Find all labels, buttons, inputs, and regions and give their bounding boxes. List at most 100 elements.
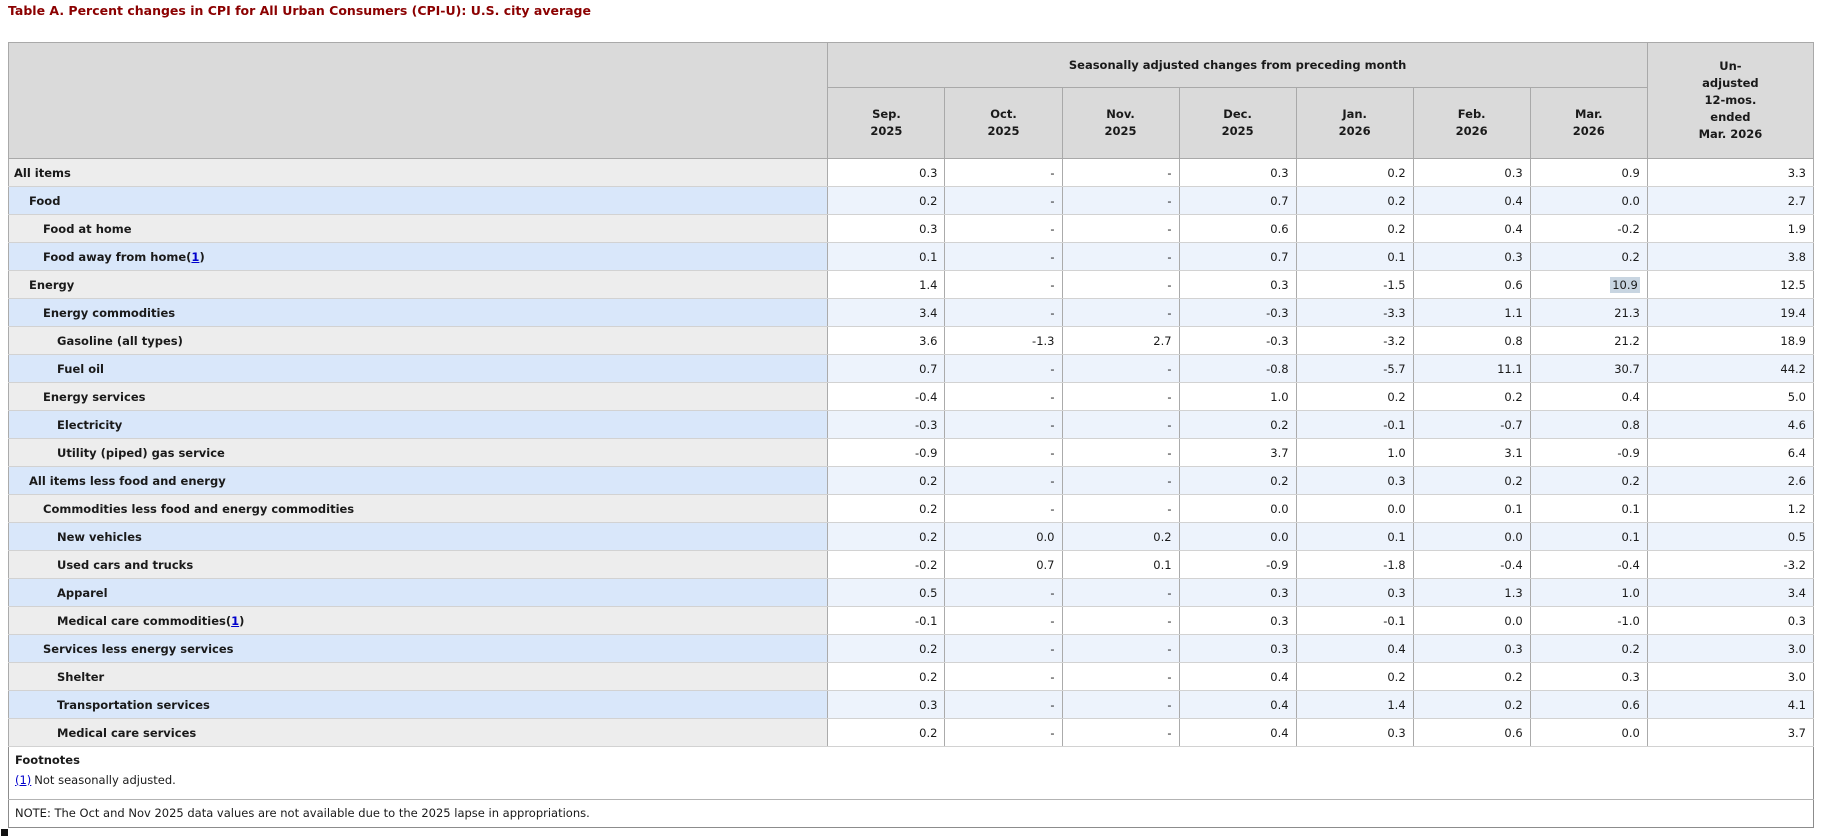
- value-cell: -0.8: [1178, 354, 1297, 383]
- value-text: 0.2: [1504, 389, 1523, 404]
- table-row: Energy 1.4 - - 0.3 -1.5 0.6 10.9 12.5: [7, 270, 1815, 299]
- value-cell: -: [1061, 438, 1180, 467]
- value-cell: 2.6: [1646, 466, 1815, 495]
- value-cell: 0.1: [1295, 522, 1414, 551]
- value-text: 0.3: [1270, 165, 1289, 180]
- value-cell: -: [944, 662, 1063, 691]
- value-text: 2.6: [1787, 473, 1806, 488]
- value-text: -1.5: [1383, 277, 1406, 292]
- value-cell: 3.8: [1646, 242, 1815, 271]
- value-text: -: [1167, 501, 1172, 516]
- value-cell: 0.2: [827, 662, 946, 691]
- value-text: 3.0: [1787, 641, 1806, 656]
- value-cell: -: [944, 634, 1063, 663]
- value-text: -0.4: [1617, 557, 1640, 572]
- footnote-paren-close: ): [199, 249, 205, 264]
- footnote-superscript-link[interactable]: 1: [231, 613, 240, 628]
- value-cell: -: [944, 382, 1063, 411]
- value-cell: 0.1: [1412, 494, 1531, 523]
- value-cell: -0.9: [1529, 438, 1648, 467]
- value-cell: -: [1061, 578, 1180, 607]
- value-text: 0.2: [1387, 193, 1406, 208]
- month-header-line: Mar.: [1574, 107, 1603, 121]
- value-text: 0.6: [1621, 697, 1640, 712]
- value-text: 0.1: [1153, 557, 1172, 572]
- value-cell: -: [944, 158, 1063, 187]
- table-row: Electricity -0.3 - - 0.2 -0.1 -0.7 0.8 4.6: [7, 410, 1815, 439]
- value-text: 3.6: [919, 333, 938, 348]
- table-row: Gasoline (all types) 3.6 -1.3 2.7 -0.3 -3.2 0.…: [7, 326, 1815, 355]
- row-label-text: Energy services: [43, 389, 146, 404]
- value-text: 4.1: [1787, 697, 1806, 712]
- value-cell: 0.2: [1412, 382, 1531, 411]
- value-text: 0.3: [1504, 249, 1523, 264]
- value-text: 30.7: [1614, 361, 1640, 376]
- value-text: -: [1167, 417, 1172, 432]
- value-cell: 0.3: [827, 214, 946, 243]
- value-text: 1.4: [919, 277, 938, 292]
- row-label: Services less energy services: [7, 634, 829, 663]
- value-text: -: [1050, 725, 1055, 740]
- value-text: 0.0: [1621, 193, 1640, 208]
- value-cell: 0.3: [1295, 466, 1414, 495]
- value-cell: -: [1061, 634, 1180, 663]
- value-text: 0.5: [919, 585, 938, 600]
- value-text: -: [1050, 165, 1055, 180]
- value-text: -: [1050, 501, 1055, 516]
- value-cell: -: [1061, 410, 1180, 439]
- footnote-superscript-link[interactable]: 1: [191, 249, 200, 264]
- unadjusted-header-line: adjusted: [1702, 76, 1759, 90]
- value-text: 0.2: [1387, 669, 1406, 684]
- value-cell: 0.2: [827, 186, 946, 215]
- month-header-line: 2025: [1221, 124, 1254, 138]
- cpi-table: Seasonally adjusted changes from precedi…: [7, 42, 1815, 828]
- value-text: 21.2: [1614, 333, 1640, 348]
- row-label-text: Energy commodities: [43, 305, 176, 320]
- value-cell: 0.3: [1646, 606, 1815, 635]
- value-text: 1.2: [1787, 501, 1806, 516]
- row-label: Utility (piped) gas service: [7, 438, 829, 467]
- value-text: 0.2: [1504, 473, 1523, 488]
- footnote-1-text: Not seasonally adjusted.: [34, 773, 176, 787]
- note-row: NOTE: The Oct and Nov 2025 data values a…: [8, 799, 1814, 828]
- table-row: Energy commodities 3.4 - - -0.3 -3.3 1.1 21.3 19…: [7, 298, 1815, 327]
- value-cell: 0.2: [827, 718, 946, 747]
- value-cell: 0.2: [1412, 690, 1531, 719]
- value-cell: 1.4: [827, 270, 946, 299]
- value-cell: -0.3: [1178, 298, 1297, 327]
- footnote-1-link[interactable]: (1): [15, 773, 32, 787]
- value-text: -: [1167, 697, 1172, 712]
- value-cell: 0.8: [1529, 410, 1648, 439]
- row-label: Fuel oil: [7, 354, 829, 383]
- value-cell: -0.2: [1529, 214, 1648, 243]
- value-cell: -: [1061, 494, 1180, 523]
- value-cell: -: [944, 690, 1063, 719]
- value-cell: -0.9: [1178, 550, 1297, 579]
- row-label-text: Utility (piped) gas service: [57, 445, 225, 460]
- value-text: 0.3: [1270, 613, 1289, 628]
- value-cell: -0.2: [827, 550, 946, 579]
- value-cell: -: [1061, 186, 1180, 215]
- value-cell: 3.0: [1646, 634, 1815, 663]
- value-text: 0.4: [1270, 669, 1289, 684]
- table-row: Commodities less food and energy commodi…: [7, 494, 1815, 523]
- value-text: 1.1: [1504, 305, 1523, 320]
- value-text: -: [1167, 725, 1172, 740]
- row-label: Shelter: [7, 662, 829, 691]
- value-text: -: [1050, 277, 1055, 292]
- footnote-paren-open: (: [186, 249, 192, 264]
- value-text: 0.5: [1787, 529, 1806, 544]
- value-cell: 0.2: [1412, 466, 1531, 495]
- value-text: 0.2: [1387, 165, 1406, 180]
- value-cell: 0.2: [1295, 662, 1414, 691]
- table-row: Food away from home(1) 0.1 - - 0.7 0.1 0.3 0.2 3…: [7, 242, 1815, 271]
- value-cell: 4.6: [1646, 410, 1815, 439]
- row-label-text: Fuel oil: [57, 361, 104, 376]
- value-cell: 6.4: [1646, 438, 1815, 467]
- value-text: 0.1: [919, 249, 938, 264]
- value-text: 18.9: [1780, 333, 1806, 348]
- value-cell: -: [944, 214, 1063, 243]
- value-text: 0.8: [1504, 333, 1523, 348]
- value-cell: -: [1061, 242, 1180, 271]
- value-cell: -0.3: [827, 410, 946, 439]
